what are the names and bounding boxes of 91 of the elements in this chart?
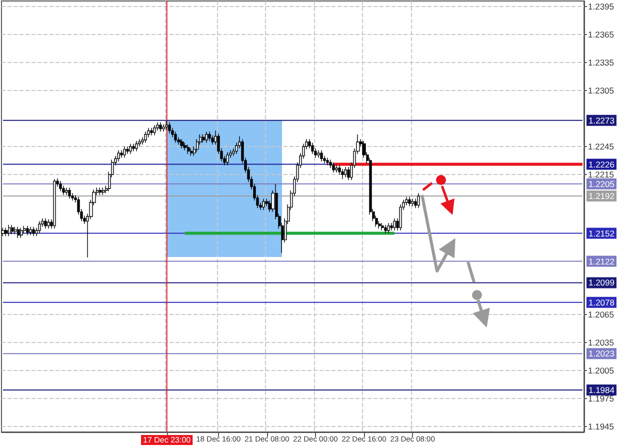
candlestick [347,166,350,180]
y-tick-label: 1.2365 [588,30,614,40]
candlestick [408,196,411,207]
candlestick [32,226,35,236]
x-tick-label: 17 Dec 23:00 [143,436,192,444]
candlestick [174,131,177,144]
candlestick [8,224,11,236]
candlestick [329,159,332,168]
candlestick [62,185,65,196]
candlestick [132,143,135,152]
candlestick [20,227,23,238]
candlestick [14,226,17,235]
candlestick [29,226,32,236]
y-tick-label: 1.2035 [588,337,614,348]
candlestick [65,187,68,196]
y-tick-label: 1.2005 [588,365,614,376]
y-tick-label: 1.2335 [588,58,614,68]
y-tick-label: 1.2305 [588,86,614,96]
candlestick [153,124,156,136]
candlestick [411,198,414,207]
ref-line-label: 1.2205 [588,178,615,189]
candlestick [381,222,384,231]
candlestick [102,187,105,196]
candlestick [129,143,132,154]
candlestick [417,192,420,208]
candlestick [390,222,393,231]
candlestick [59,180,62,192]
candlestick [326,157,329,166]
ref-line-label: 1.2122 [588,256,615,266]
ref-line-label: 1.2023 [588,348,615,359]
candlestick [126,146,129,154]
candlestick [180,138,184,149]
candlestick [144,131,147,144]
candlestick [205,131,208,144]
y-tick-label: 1.2215 [588,170,614,180]
y-tick-label: 1.2395 [588,2,614,12]
candlestick [183,142,187,151]
candlestick [38,220,41,234]
candlestick [344,166,347,178]
candlestick [168,122,171,134]
ref-line-label: 1.2078 [588,297,615,308]
candlestick [187,144,190,154]
candlestick [138,138,141,147]
ref-line-label: 1.2152 [588,228,615,238]
candlestick [202,134,205,144]
y-tick-label: 1.2065 [588,309,614,320]
candlestick [338,164,341,175]
candlestick [311,142,314,154]
candlestick [117,150,120,162]
candlestick [335,164,338,174]
ref-line-label: 1.2226 [588,159,615,170]
candlestick [68,187,71,200]
candlestick [262,198,265,210]
candlestick [211,134,214,146]
candlestick [44,218,47,229]
candlestick [150,128,153,136]
candlestick [226,152,229,166]
candlestick [165,120,168,130]
ref-line-label: 1.2273 [588,115,615,126]
candlestick [1,227,5,236]
candlestick [317,150,320,158]
candlestick [332,162,335,174]
candlestick [123,146,126,158]
candlestick [53,178,56,229]
candlestick [135,140,138,152]
candlestick [162,124,165,132]
candlestick [393,218,396,231]
candlestick [17,226,20,238]
candlestick [405,196,408,206]
ref-line-label: 1.1984 [588,385,615,396]
candlestick [190,148,193,156]
candlestick [120,150,123,158]
candlestick [384,224,387,234]
candlestick [159,122,162,132]
candlestick [320,150,323,162]
candlestick [11,224,14,235]
ref-line-label: 1.2099 [588,278,615,288]
ref-line-label: 1.2192 [588,190,615,201]
candlestick [99,187,102,196]
y-tick-label: 1.2245 [588,142,614,152]
candlestick [4,227,8,236]
candlestick [47,218,50,229]
y-tick-label: 1.1945 [588,421,614,432]
candlestick [341,168,344,180]
candlestick [387,222,390,234]
y-tick-label: 1.1975 [588,393,614,404]
candlestick [26,225,29,236]
candlestick [196,138,199,152]
candlestick [208,131,211,142]
candlestick [23,225,26,234]
candlestick [156,122,159,132]
